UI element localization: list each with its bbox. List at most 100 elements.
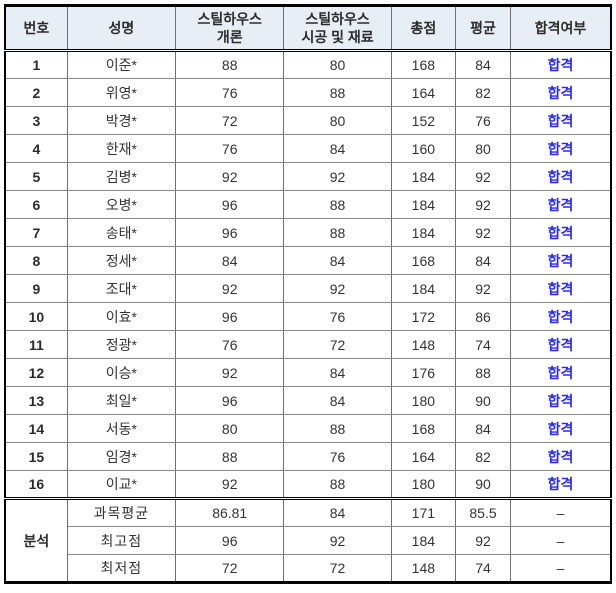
avg-cell: 82 — [454, 442, 512, 471]
avg-cell: 90 — [454, 470, 512, 500]
row-number-cell: 16 — [4, 470, 68, 500]
avg-cell: 88 — [454, 358, 512, 387]
summary-label-cell: 최저점 — [66, 554, 177, 583]
intro-score-cell: 76 — [175, 78, 285, 107]
summary-result-cell: – — [510, 526, 612, 555]
avg-cell: 92 — [454, 162, 512, 191]
summary-total-cell: 184 — [390, 526, 456, 555]
total-cell: 180 — [390, 386, 456, 415]
summary-row: 최고점 96 92 184 92 – — [5, 526, 612, 555]
header-row: 번호 성명 스틸하우스 개론 스틸하우스 시공 및 재료 총점 평균 합격여부 — [4, 5, 612, 52]
summary-label-cell: 최고점 — [66, 526, 177, 555]
intro-score-cell: 92 — [175, 358, 285, 387]
table-row: 5 김병* 92 92 184 92 합격 — [4, 162, 612, 191]
name-cell: 위영* — [66, 78, 177, 107]
table-row: 14 서동* 80 88 168 84 합격 — [4, 414, 612, 443]
row-number-cell: 5 — [4, 162, 68, 191]
intro-score-cell: 84 — [175, 246, 285, 275]
result-cell: 합격 — [510, 274, 612, 303]
total-cell: 164 — [390, 78, 456, 107]
total-cell: 168 — [390, 50, 456, 79]
col-header-intro: 스틸하우스 개론 — [175, 5, 285, 52]
row-number-cell: 11 — [4, 330, 68, 359]
intro-score-cell: 80 — [175, 414, 285, 443]
result-cell: 합격 — [510, 218, 612, 247]
name-cell: 한재* — [66, 134, 177, 163]
name-cell: 서동* — [66, 414, 177, 443]
name-cell: 이준* — [66, 50, 177, 79]
intro-score-cell: 92 — [175, 470, 285, 500]
construction-score-cell: 88 — [283, 470, 392, 500]
analysis-group-cell: 분석 — [4, 498, 68, 583]
table-row: 6 오병* 96 88 184 92 합격 — [4, 190, 612, 219]
row-number-cell: 7 — [4, 218, 68, 247]
row-number-cell: 10 — [4, 302, 68, 331]
result-cell: 합격 — [510, 106, 612, 135]
total-cell: 180 — [390, 470, 456, 500]
row-number-cell: 15 — [4, 442, 68, 471]
total-cell: 184 — [390, 274, 456, 303]
result-cell: 합격 — [510, 358, 612, 387]
table-row: 16 이교* 92 88 180 90 합격 — [4, 470, 612, 500]
summary-avg-cell: 85.5 — [454, 498, 512, 527]
row-number-cell: 6 — [4, 190, 68, 219]
intro-score-cell: 72 — [175, 106, 285, 135]
summary-construction-cell: 84 — [283, 498, 392, 527]
result-cell: 합격 — [510, 330, 612, 359]
intro-score-cell: 76 — [175, 134, 285, 163]
summary-avg-cell: 92 — [454, 526, 512, 555]
construction-score-cell: 80 — [283, 106, 392, 135]
row-number-cell: 13 — [4, 386, 68, 415]
total-cell: 172 — [390, 302, 456, 331]
intro-score-cell: 96 — [175, 302, 285, 331]
avg-cell: 92 — [454, 274, 512, 303]
result-cell: 합격 — [510, 386, 612, 415]
row-number-cell: 2 — [4, 78, 68, 107]
construction-score-cell: 72 — [283, 330, 392, 359]
name-cell: 조대* — [66, 274, 177, 303]
name-cell: 임경* — [66, 442, 177, 471]
col-header-name: 성명 — [66, 5, 177, 52]
construction-score-cell: 92 — [283, 274, 392, 303]
result-cell: 합격 — [510, 78, 612, 107]
intro-score-cell: 88 — [175, 50, 285, 79]
intro-score-cell: 76 — [175, 330, 285, 359]
construction-score-cell: 84 — [283, 134, 392, 163]
construction-score-cell: 92 — [283, 162, 392, 191]
summary-avg-cell: 74 — [454, 554, 512, 583]
construction-score-cell: 88 — [283, 414, 392, 443]
construction-score-cell: 88 — [283, 218, 392, 247]
col-header-avg: 평균 — [454, 5, 512, 52]
name-cell: 이효* — [66, 302, 177, 331]
construction-score-cell: 84 — [283, 386, 392, 415]
construction-score-cell: 88 — [283, 190, 392, 219]
result-cell: 합격 — [510, 302, 612, 331]
row-number-cell: 4 — [4, 134, 68, 163]
avg-cell: 84 — [454, 414, 512, 443]
total-cell: 168 — [390, 414, 456, 443]
total-cell: 176 — [390, 358, 456, 387]
name-cell: 정광* — [66, 330, 177, 359]
construction-score-cell: 76 — [283, 302, 392, 331]
summary-total-cell: 148 — [390, 554, 456, 583]
summary-row: 분석 과목평균 86.81 84 171 85.5 – — [4, 498, 612, 583]
table-row: 12 이승* 92 84 176 88 합격 — [4, 358, 612, 387]
name-cell: 정세* — [66, 246, 177, 275]
intro-score-cell: 92 — [175, 162, 285, 191]
table-row: 8 정세* 84 84 168 84 합격 — [4, 246, 612, 275]
name-cell: 박경* — [66, 106, 177, 135]
summary-label-cell: 과목평균 — [66, 498, 177, 527]
table-row: 7 송태* 96 88 184 92 합격 — [4, 218, 612, 247]
result-cell: 합격 — [510, 190, 612, 219]
intro-score-cell: 96 — [175, 190, 285, 219]
total-cell: 184 — [390, 190, 456, 219]
result-cell: 합격 — [510, 414, 612, 443]
table-row: 11 정광* 76 72 148 74 합격 — [4, 330, 612, 359]
name-cell: 송태* — [66, 218, 177, 247]
avg-cell: 76 — [454, 106, 512, 135]
name-cell: 김병* — [66, 162, 177, 191]
name-cell: 이승* — [66, 358, 177, 387]
table-row: 2 위영* 76 88 164 82 합격 — [4, 78, 612, 107]
summary-result-cell: – — [510, 554, 612, 583]
summary-total-cell: 171 — [390, 498, 456, 527]
